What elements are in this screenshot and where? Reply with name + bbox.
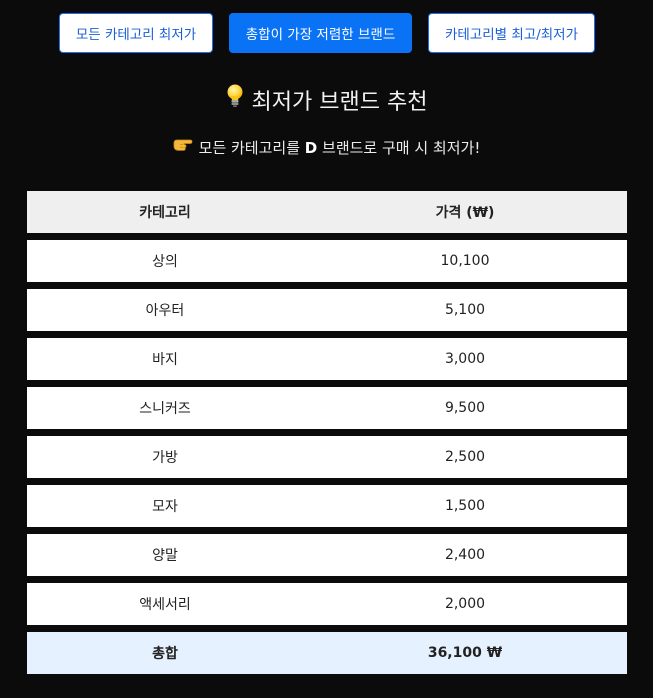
table-row: 모자 1,500 [27,485,627,527]
row-price: 1,500 [444,498,486,514]
row-price: 9,500 [444,400,486,416]
row-category: 스니커즈 [139,401,191,417]
total-value: 36,100 ₩ [427,645,503,661]
tab-cheapest-total-brand[interactable]: 총합이 가장 저렴한 브랜드 [229,13,412,53]
page-title-wrap: 최저가 브랜드 추천 [0,84,653,120]
table-header-row: 카테고리 가격 (₩) [27,191,627,233]
row-category: 가방 [152,450,178,466]
table-row: 스니커즈 9,500 [27,387,627,429]
table-row: 양말 2,400 [27,534,627,576]
recommended-brand: D [304,139,318,157]
row-price: 10,100 [440,253,490,269]
price-table: 카테고리 가격 (₩) 상의 10,100 아우터 5,100 바지 3,000… [27,191,627,674]
lightbulb-icon [226,84,244,118]
row-price: 2,500 [444,449,486,465]
table-row: 바지 3,000 [27,338,627,380]
pointing-hand-icon [173,137,193,159]
tab-bar: 모든 카테고리 최저가 총합이 가장 저렴한 브랜드 카테고리별 최고/최저가 [0,13,653,53]
subtitle-suffix: 브랜드로 구매 시 최저가! [322,139,481,157]
row-price: 2,400 [444,547,486,563]
recommendation-text: 모든 카테고리를 D 브랜드로 구매 시 최저가! [0,137,653,160]
table-row: 상의 10,100 [27,240,627,282]
table-row: 액세서리 2,000 [27,583,627,625]
table-row: 아우터 5,100 [27,289,627,331]
row-category: 액세서리 [139,597,191,613]
row-price: 3,000 [444,351,486,367]
row-price: 5,100 [444,302,486,318]
page-title: 최저가 브랜드 추천 [251,90,428,115]
row-category: 아우터 [145,303,185,319]
table-total-row: 총합 36,100 ₩ [27,632,627,674]
tab-all-category-lowest[interactable]: 모든 카테고리 최저가 [59,13,213,53]
tab-category-highest-lowest[interactable]: 카테고리별 최고/최저가 [428,13,595,53]
subtitle-prefix: 모든 카테고리를 [198,139,301,157]
row-category: 바지 [152,352,178,368]
header-category: 카테고리 [139,205,191,221]
header-price: 가격 (₩) [435,205,495,221]
row-category: 상의 [152,254,178,270]
row-category: 양말 [152,548,178,564]
total-label: 총합 [152,646,178,662]
row-category: 모자 [152,499,178,515]
row-price: 2,000 [444,596,486,612]
table-row: 가방 2,500 [27,436,627,478]
